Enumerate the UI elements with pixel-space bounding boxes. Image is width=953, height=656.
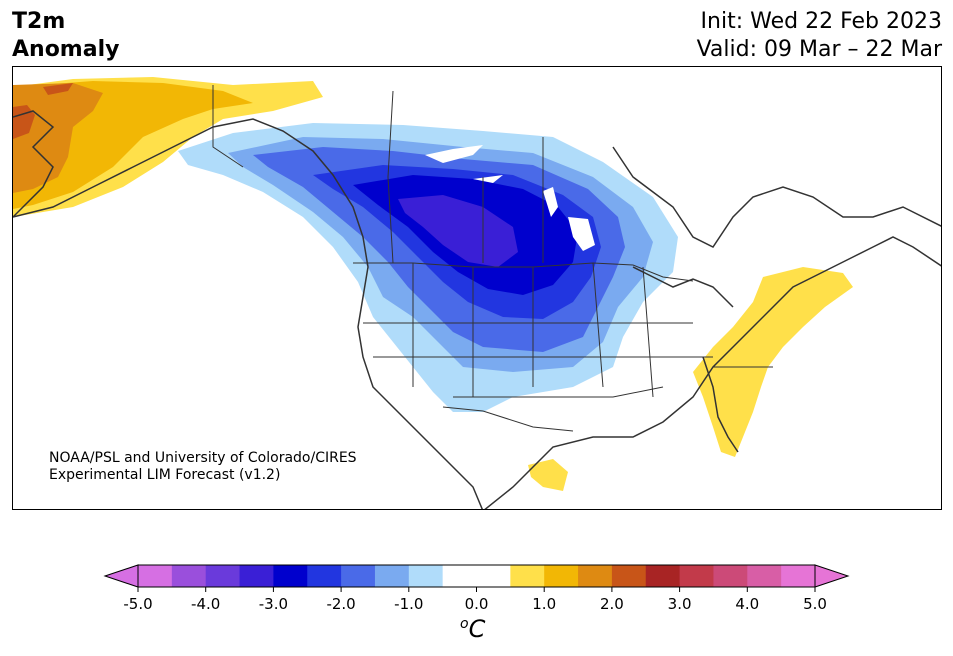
colorbar-unit: oC [460, 615, 485, 643]
east-coast-warm-anomaly [528, 267, 853, 491]
credit-line-1: NOAA/PSL and University of Colorado/CIRE… [49, 450, 357, 466]
colorbar-over-arrow [814, 564, 850, 588]
colorbar-swatch [341, 565, 376, 587]
map-canvas [13, 77, 941, 509]
credit-text: NOAA/PSL and University of Colorado/CIRE… [49, 450, 357, 484]
colorbar-swatch [781, 565, 816, 587]
anomaly-map [12, 66, 942, 510]
title-variable: T2m [12, 9, 66, 34]
coastlines [13, 110, 941, 509]
colorbar-swatch [205, 565, 241, 587]
colorbar-tick-label: -1.0 [394, 595, 423, 613]
colorbar-tick-label: 0.0 [465, 595, 489, 613]
colorbar-swatch [747, 565, 782, 587]
colorbar-swatches [138, 565, 816, 587]
colorbar-tick-label: -2.0 [326, 595, 355, 613]
map-title: T2m Anomaly [12, 8, 119, 64]
colorbar: -5.0 -4.0 -3.0 -2.0 -1.0 0.0 1.0 2.0 3.0 4.0 5.0 [103, 564, 850, 613]
unit-degree: o [460, 616, 469, 632]
colorbar-swatch [374, 565, 410, 587]
colorbar-swatch [544, 565, 579, 587]
colorbar-swatch [171, 565, 207, 587]
colorbar-swatch [578, 565, 613, 587]
colorbar-swatch [510, 565, 545, 587]
forecast-dates: Init: Wed 22 Feb 2023 Valid: 09 Mar – 22… [697, 8, 942, 64]
colorbar-tick-label: -5.0 [123, 595, 152, 613]
colorbar-tick-label: -4.0 [191, 595, 220, 613]
alaska-warm-anomaly [13, 77, 323, 217]
colorbar-swatch [239, 565, 274, 587]
colorbar-tick-label: 1.0 [532, 595, 556, 613]
colorbar-swatch [408, 565, 444, 587]
cold-anomaly-region [178, 123, 678, 412]
credit-line-2: Experimental LIM Forecast (v1.2) [49, 467, 281, 483]
unit-celsius: C [468, 615, 486, 643]
colorbar-swatch [611, 565, 647, 587]
colorbar-swatch [307, 565, 342, 587]
colorbar-swatch [645, 565, 681, 587]
colorbar-swatch [442, 565, 477, 587]
valid-range: Valid: 09 Mar – 22 Mar [696, 37, 942, 62]
colorbar-swatch [476, 565, 511, 587]
colorbar-swatch [138, 565, 173, 587]
colorbar-tick-label: 4.0 [735, 595, 759, 613]
title-anomaly: Anomaly [12, 37, 120, 62]
colorbar-tick-label: 2.0 [600, 595, 624, 613]
colorbar-tick-label: 5.0 [803, 595, 827, 613]
colorbar-tick-label: -3.0 [259, 595, 288, 613]
colorbar-tick-label: 3.0 [668, 595, 692, 613]
init-date: Init: Wed 22 Feb 2023 [700, 9, 942, 34]
colorbar-under-arrow [103, 564, 139, 588]
colorbar-swatch [713, 565, 748, 587]
borders [212, 85, 773, 432]
colorbar-swatch [273, 565, 308, 587]
colorbar-ticks: -5.0 -4.0 -3.0 -2.0 -1.0 0.0 1.0 2.0 3.0 4.0 5.0 [123, 587, 827, 613]
colorbar-swatch [679, 565, 714, 587]
